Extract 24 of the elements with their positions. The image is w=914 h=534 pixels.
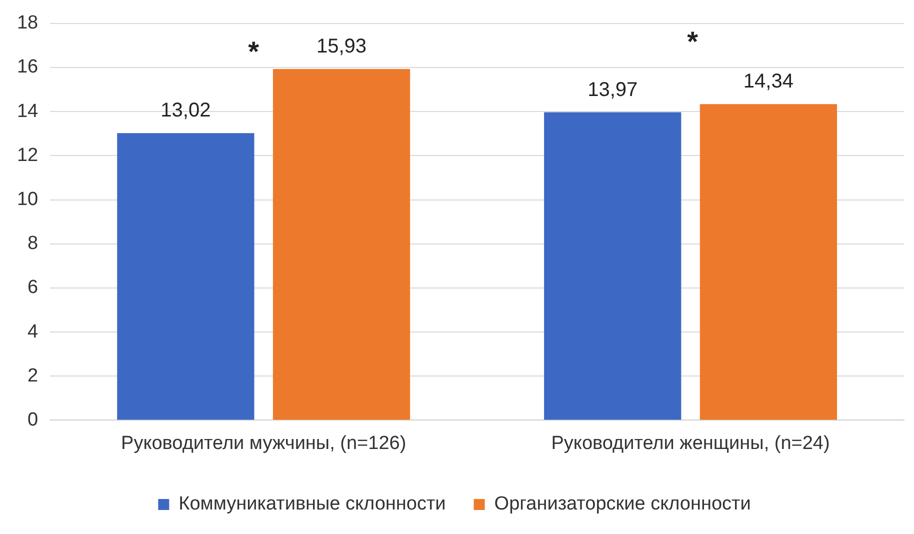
bar xyxy=(544,112,682,420)
y-tick-label: 2 xyxy=(28,365,38,386)
data-label: 14,34 xyxy=(743,70,794,93)
y-tick-label: 10 xyxy=(16,188,38,210)
data-label: 13,02 xyxy=(160,100,211,122)
data-label: 13,97 xyxy=(588,78,638,101)
y-tick-label: 18 xyxy=(16,12,38,34)
y-tick-label: 14 xyxy=(16,100,39,122)
y-tick-label: 8 xyxy=(28,233,38,254)
bar xyxy=(272,69,410,420)
y-tick-label: 6 xyxy=(28,277,38,298)
y-tick-label: 4 xyxy=(28,321,39,342)
y-tick-label: 0 xyxy=(28,409,38,430)
y-tick-label: 12 xyxy=(16,144,38,166)
y-tick-label: 16 xyxy=(16,56,38,78)
bar xyxy=(700,104,838,420)
data-label: 15,93 xyxy=(316,36,367,58)
legend-label: Коммуникативные склонности xyxy=(178,494,446,515)
x-tick-label: Руководители мужчины, (n=126) xyxy=(121,432,406,454)
annotation: * xyxy=(248,36,260,68)
x-tick-label: Руководители женщины, (n=24) xyxy=(551,432,830,454)
bar xyxy=(117,133,254,420)
annotation: * xyxy=(687,26,698,58)
legend-label: Организаторские склонности xyxy=(494,494,751,515)
